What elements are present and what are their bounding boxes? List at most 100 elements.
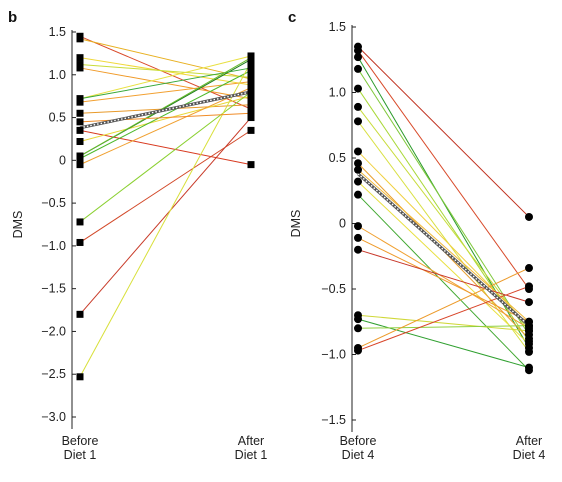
data-point [76, 152, 84, 160]
pair-line [357, 325, 530, 329]
data-point [76, 218, 84, 226]
mean-line [357, 172, 530, 327]
y-tick-label: −1.0 [321, 348, 346, 362]
data-point [354, 324, 362, 333]
pair-line [357, 237, 530, 323]
data-point [76, 54, 84, 62]
data-point [76, 118, 84, 126]
y-axis-title: DMS [11, 211, 25, 239]
y-tick-label: −3.0 [41, 410, 66, 424]
data-point [525, 212, 533, 221]
pair-line [357, 194, 530, 371]
pair-line [79, 129, 252, 243]
data-point [76, 161, 84, 169]
pair-line [79, 95, 252, 142]
data-point [76, 238, 84, 246]
y-tick-label: −0.5 [321, 282, 346, 296]
y-axis-title: DMS [289, 210, 303, 238]
data-point [354, 315, 362, 324]
panel-letter: c [288, 9, 296, 26]
data-point [525, 282, 533, 291]
data-point [247, 161, 255, 169]
pair-line [357, 225, 530, 329]
pair-line [357, 106, 530, 332]
data-point [76, 126, 84, 134]
data-point [247, 73, 255, 81]
data-point [354, 159, 362, 168]
data-point [247, 54, 255, 62]
data-point [247, 88, 255, 96]
pair-line [357, 50, 530, 290]
data-point [247, 105, 255, 113]
y-tick-label: 1.0 [49, 68, 66, 82]
pair-line [357, 314, 530, 332]
data-point [354, 245, 362, 254]
pair-line [79, 129, 252, 166]
data-point [247, 101, 255, 109]
data-point [354, 117, 362, 126]
data-point [354, 64, 362, 73]
pair-line [79, 117, 252, 315]
data-point [354, 84, 362, 93]
data-point [354, 222, 362, 231]
y-tick-label: −1.0 [41, 239, 66, 253]
data-point [247, 114, 255, 122]
data-point [525, 321, 533, 330]
data-point [76, 373, 84, 381]
data-point [76, 138, 84, 146]
pair-line [79, 57, 252, 157]
pair-line [357, 68, 530, 336]
pair-line [79, 64, 252, 78]
data-point [76, 95, 84, 103]
pair-line [79, 55, 252, 100]
y-tick-label: 1.0 [329, 86, 346, 100]
data-point [247, 84, 255, 92]
data-point [76, 64, 84, 72]
data-point [354, 343, 362, 352]
y-tick-label: −1.5 [41, 282, 66, 296]
pair-line [357, 181, 530, 345]
data-point [354, 165, 362, 174]
data-point [354, 190, 362, 199]
x-category-label: After Diet 1 [235, 434, 268, 462]
data-point [247, 109, 255, 117]
pair-line [357, 46, 530, 218]
pair-line [357, 285, 530, 352]
pair-line [79, 91, 252, 223]
data-point [247, 58, 255, 66]
pair-line [79, 70, 252, 160]
pair-line [79, 67, 252, 100]
x-category-label: After Diet 4 [513, 434, 546, 462]
y-tick-label: −0.5 [41, 196, 66, 210]
data-point [525, 363, 533, 372]
x-category-label: Before Diet 1 [62, 434, 99, 462]
data-point [247, 126, 255, 134]
data-point [76, 35, 84, 43]
y-tick-label: 0.5 [49, 111, 66, 125]
data-point [354, 46, 362, 55]
data-point [354, 53, 362, 62]
data-point [247, 64, 255, 72]
y-tick-label: 0.5 [329, 151, 346, 165]
pair-line [357, 318, 530, 369]
y-tick-label: −1.5 [321, 413, 346, 427]
y-tick-label: 1.5 [49, 25, 66, 39]
data-point [354, 147, 362, 156]
data-point [76, 310, 84, 318]
pair-line [357, 249, 530, 303]
panel-c: c 1.5 1.0 0.5 0 −0.5 −1.0 −1.5 DMS Before Diet 4 Af… [288, 9, 545, 462]
data-point [247, 92, 255, 100]
pair-line [357, 121, 530, 353]
y-tick-label: 0 [339, 217, 346, 231]
data-point [247, 78, 255, 86]
pair-line [79, 87, 252, 166]
y-tick-label: 0 [59, 153, 66, 167]
x-category-label: Before Diet 4 [340, 434, 377, 462]
data-point [525, 347, 533, 356]
data-point [354, 102, 362, 111]
y-tick-label: −2.5 [41, 367, 66, 381]
panel-b: b 1.5 1.0 0.5 0 −0.5 −1.0 −1.5 −2.0 −2.5 −3.0 DMS Be… [8, 9, 267, 462]
y-tick-label: −2.0 [41, 324, 66, 338]
data-point [354, 233, 362, 242]
